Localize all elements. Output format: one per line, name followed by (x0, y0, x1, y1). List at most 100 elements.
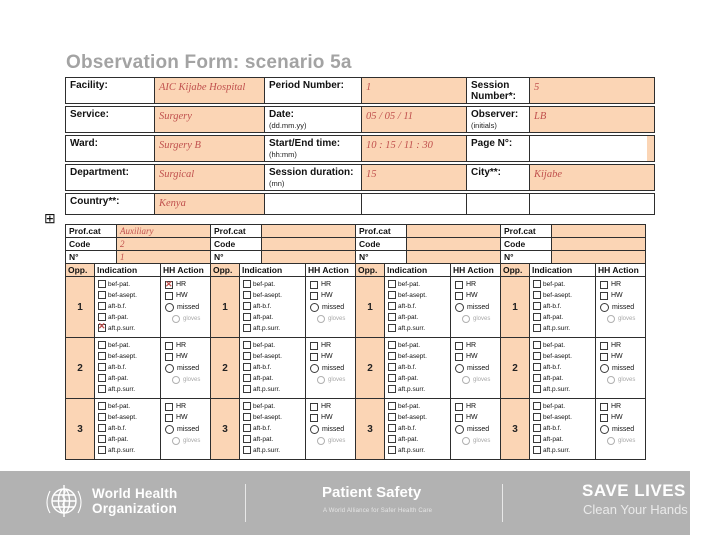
circle-icon (317, 437, 325, 445)
indication-item: aft-b.f. (533, 363, 594, 371)
checkbox-icon (243, 446, 251, 454)
indication-item: aft-b.f. (388, 363, 449, 371)
indication-item: aft.p.surr. (243, 446, 304, 454)
hh-action-item: gloves (462, 437, 499, 445)
indication-label: aft-pat. (108, 374, 129, 382)
checkbox-icon (243, 385, 251, 393)
checkbox-icon (600, 414, 608, 422)
hh-action-column-header: HH Action (305, 263, 356, 277)
form-field-value (529, 135, 655, 162)
checkbox-icon (455, 292, 463, 300)
hh-action-cell: HR HW missed gloves (305, 337, 356, 399)
indication-label: bef-asept. (398, 413, 427, 421)
form-field-label: Facility: (65, 77, 155, 104)
indication-label: aft.p.surr. (253, 385, 281, 393)
code-value: 2 (116, 237, 211, 251)
hh-action-item: missed (310, 364, 354, 373)
indication-item: bef-asept. (98, 352, 159, 360)
hh-action-item: HW (310, 353, 354, 361)
hh-action-item: gloves (462, 315, 499, 323)
checkbox-icon (455, 342, 463, 350)
prof-cat-row: Prof.cat (355, 224, 501, 238)
checkbox-icon (98, 413, 106, 421)
checkbox-icon (388, 302, 396, 310)
checkbox-icon (165, 414, 173, 422)
hh-action-cell: HR HW missed gloves (595, 398, 646, 460)
hh-action-label: gloves (618, 438, 636, 444)
form-field-label-text: Session Number*: (471, 80, 517, 102)
checkbox-icon (388, 280, 396, 288)
indication-item: aft-b.f. (98, 424, 159, 432)
indication-item: aft.p.surr. (243, 385, 304, 393)
opp-column-header: Opp. (65, 263, 95, 277)
indication-item: bef-pat. (533, 280, 594, 288)
hh-action-item: gloves (462, 376, 499, 384)
form-field-label-text: Service: (70, 109, 109, 120)
indication-column-header: Indication (384, 263, 451, 277)
checkbox-icon (533, 313, 541, 321)
form-field-value: Kenya (154, 193, 265, 215)
indication-label: aft-b.f. (108, 424, 127, 432)
indication-item: bef-pat. (243, 280, 304, 288)
hh-action-item: HW (455, 353, 499, 361)
form-field-value: 05 / 05 / 11 (361, 106, 467, 133)
indication-item: bef-asept. (98, 291, 159, 299)
indication-cell: bef-pat. bef-asept. aft-b.f. aft-pat. aft.p.… (94, 398, 161, 460)
checkbox-icon (310, 353, 318, 361)
checkbox-icon (98, 302, 106, 310)
hh-action-label: gloves (618, 377, 636, 383)
opp-column-header: Opp. (210, 263, 240, 277)
checkbox-icon (533, 291, 541, 299)
indication-item: aft.p.surr. (98, 323, 159, 332)
patient-safety-subtitle: A World Alliance for Safer Health Care (323, 508, 433, 514)
column-header-row: Opp. Indication HH Action (500, 263, 646, 277)
hh-action-label: HR (176, 342, 187, 349)
hh-action-label: gloves (328, 316, 346, 322)
checkbox-icon (243, 363, 251, 371)
indication-label: aft.p.surr. (398, 324, 426, 332)
checkbox-icon (388, 374, 396, 382)
n-number-value (406, 250, 501, 264)
checkbox-icon (533, 302, 541, 310)
indication-item: bef-pat. (533, 341, 594, 349)
checkbox-icon (98, 446, 106, 454)
indication-label: bef-pat. (108, 280, 131, 288)
hh-action-label: missed (322, 425, 345, 433)
indication-label: aft-b.f. (543, 424, 562, 432)
checkbox-icon (310, 281, 318, 289)
checkbox-icon (243, 341, 251, 349)
hh-action-label: HW (466, 292, 478, 299)
hh-action-cell: HR HW missed gloves (305, 276, 356, 338)
indication-label: aft.p.surr. (108, 446, 136, 454)
circle-icon (462, 315, 470, 323)
checkbox-icon (533, 352, 541, 360)
indication-label: aft-pat. (253, 435, 274, 443)
column-header-row: Opp. Indication HH Action (210, 263, 356, 277)
hh-action-label: missed (467, 364, 490, 372)
hh-action-item: HW (455, 292, 499, 300)
form-field-label-text: Date: (269, 109, 295, 120)
hh-action-label: missed (467, 425, 490, 433)
indication-item: bef-asept. (533, 352, 594, 360)
form-field-value (466, 193, 530, 215)
checkbox-icon (165, 292, 173, 300)
indication-item: aft-pat. (98, 435, 159, 443)
checkbox-icon (533, 402, 541, 410)
hh-action-item: missed (165, 364, 209, 373)
form-field-label: Ward: (65, 135, 155, 162)
indication-item: aft-b.f. (533, 302, 594, 310)
hh-action-item: gloves (172, 376, 209, 384)
hh-action-item: HR (600, 403, 644, 411)
opportunity-row: 2 bef-pat. bef-asept. aft-b.f. aft-pat. aft.p… (355, 337, 501, 399)
opp-number: 3 (355, 398, 385, 460)
prof-cat-label: Prof.cat (210, 224, 262, 238)
hh-action-item: HW (600, 353, 644, 361)
form-row: Ward: Surgery B Start/End time: (hh:mm) 10 :… (65, 135, 655, 162)
circle-icon (310, 364, 319, 373)
circle-icon (310, 425, 319, 434)
save-lives-title: SAVE LIVES (582, 481, 686, 500)
hh-action-label: HW (321, 353, 333, 360)
indication-item: aft-pat. (243, 435, 304, 443)
checkbox-icon (388, 341, 396, 349)
n-number-label: N° (210, 250, 262, 264)
